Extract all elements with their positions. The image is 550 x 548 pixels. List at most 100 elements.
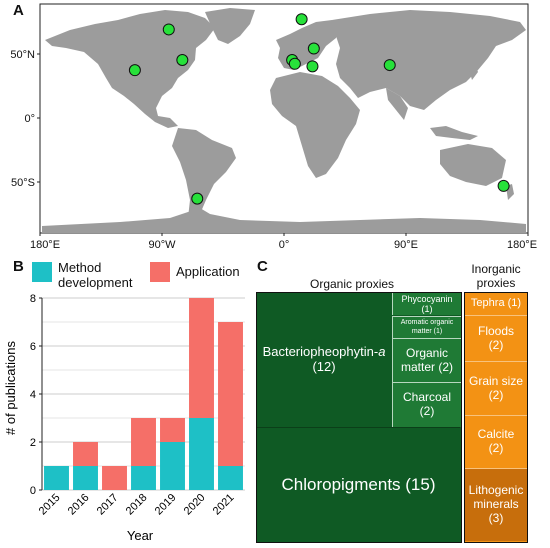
africa xyxy=(270,72,360,178)
lat-tick-1: 0° xyxy=(24,113,35,125)
tile-charcoal: Charcoal (2) xyxy=(392,382,461,427)
panel-label-b: B xyxy=(13,258,24,275)
site-point-0 xyxy=(162,23,175,36)
legend-method-line1: Method xyxy=(58,260,102,275)
aromatic-line1: Aromatic organic xyxy=(400,319,454,327)
om-line1: Organic xyxy=(405,345,449,360)
land-masses xyxy=(42,8,526,233)
aromatic-line2: matter (1) xyxy=(411,327,443,335)
british-isles xyxy=(280,40,290,54)
lon-tick-4: 180°E xyxy=(507,239,537,251)
tile-calcite: Calcite (2) xyxy=(465,415,527,468)
lon-tick-3: 90°E xyxy=(394,239,418,251)
site-point-3 xyxy=(128,64,141,77)
floods-line2: (2) xyxy=(488,337,504,352)
bar-x-tick-2018: 2018 xyxy=(124,492,150,518)
calcite-line1: Calcite xyxy=(477,427,515,442)
greenland xyxy=(205,8,255,44)
antarctica xyxy=(42,208,526,233)
tile-chloropigments: Chloropigments (15) xyxy=(257,427,460,541)
site-point-7 xyxy=(306,60,319,73)
panel-label-c: C xyxy=(257,258,268,275)
map-ticks xyxy=(37,53,529,236)
tile-lithogenic-minerals: Lithogenic minerals (3) xyxy=(465,468,527,541)
bar-x-tick-2016: 2016 xyxy=(66,492,92,518)
map-tick-labels: 50°N 0° 50°S 180°E 90°W 0° 90°E 180°E xyxy=(10,49,537,251)
bar-application-2017 xyxy=(102,466,127,490)
litho-line1: Lithogenic xyxy=(468,483,524,498)
tile-floods: Floods (2) xyxy=(465,315,527,361)
bar-application-2021 xyxy=(218,322,243,466)
south-america xyxy=(172,128,236,222)
inorganic-title-line1: Inorganic xyxy=(471,262,521,276)
bar-y-tick-2: 2 xyxy=(30,437,36,449)
bar-x-tick-2017: 2017 xyxy=(95,492,121,518)
bar-method-2020 xyxy=(189,418,214,490)
lon-tick-0: 180°E xyxy=(30,239,60,251)
site-point-6 xyxy=(288,57,301,70)
bar-method-2018 xyxy=(131,466,156,490)
bar-x-tick-2020: 2020 xyxy=(182,492,208,518)
bar-marks xyxy=(44,298,243,490)
south-asia xyxy=(386,88,408,120)
japan xyxy=(468,62,478,80)
australia xyxy=(440,144,506,186)
phyco-line2: (1) xyxy=(421,304,433,314)
legend-swatch-application xyxy=(150,262,170,282)
lon-tick-1: 90°W xyxy=(148,239,176,251)
legend-label-method: Method development xyxy=(58,260,132,290)
bar-y-tick-4: 4 xyxy=(30,389,36,401)
bar-application-2016 xyxy=(73,442,98,466)
bar-y-axis-title: # of publications xyxy=(3,341,18,435)
indonesia xyxy=(430,126,478,140)
bar-x-tick-2021: 2021 xyxy=(211,492,237,518)
site-point-8 xyxy=(383,59,396,72)
tile-phycocyanin: Phycocyanin (1) xyxy=(392,293,461,315)
tile-bacteriopheophytin: Bacteriopheophytin-a (12) xyxy=(257,293,391,426)
bacterio-count: (12) xyxy=(312,358,336,374)
tile-tephra: Tephra (1) xyxy=(465,293,527,314)
site-point-10 xyxy=(497,179,510,192)
inorganic-title: Inorganic proxies xyxy=(466,262,526,290)
bar-method-2016 xyxy=(73,466,98,490)
lat-tick-2: 50°S xyxy=(11,177,35,189)
bar-method-2019 xyxy=(160,442,185,490)
site-point-9 xyxy=(191,192,204,205)
bacterio-italic: a xyxy=(378,343,386,359)
map-points xyxy=(128,13,510,205)
legend-swatch-method xyxy=(32,262,52,282)
organic-title: Organic proxies xyxy=(310,277,395,291)
grain-line1: Grain size xyxy=(468,373,524,388)
grain-line2: (2) xyxy=(488,387,504,402)
phyco-line1: Phycocyanin xyxy=(401,293,453,304)
tile-aromatic-organic-matter: Aromatic organic matter (1) xyxy=(392,316,461,338)
calcite-line2: (2) xyxy=(488,441,504,455)
lon-tick-2: 0° xyxy=(279,239,290,251)
asia xyxy=(332,10,526,110)
bar-y-tick-0: 0 xyxy=(30,485,36,497)
bar-x-tick-2015: 2015 xyxy=(37,492,63,518)
floods-line1: Floods xyxy=(477,323,515,338)
panel-label-a: A xyxy=(13,2,24,19)
tile-organic-matter: Organic matter (2) xyxy=(392,338,461,382)
site-point-2 xyxy=(307,42,320,55)
site-point-1 xyxy=(295,13,308,26)
world-map: 50°N 0° 50°S 180°E 90°W 0° 90°E 180°E xyxy=(10,3,537,251)
bar-method-2021 xyxy=(218,466,243,490)
litho-line2: minerals xyxy=(473,497,519,512)
bar-application-2019 xyxy=(160,418,185,442)
bacterio-label: Bacteriopheophytin- xyxy=(262,343,379,359)
charcoal-line2: (2) xyxy=(419,404,435,418)
lat-tick-0: 50°N xyxy=(10,49,35,61)
legend-method-line2: development xyxy=(58,275,133,290)
site-point-4 xyxy=(176,53,189,66)
bar-y-tick-8: 8 xyxy=(30,293,36,305)
tile-grain-size: Grain size (2) xyxy=(465,361,527,415)
bar-application-2020 xyxy=(189,298,214,418)
bar-x-axis-title: Year xyxy=(127,528,154,543)
litho-line3: (3) xyxy=(488,510,504,525)
bar-y-tick-6: 6 xyxy=(30,341,36,353)
bar-method-2015 xyxy=(44,466,69,490)
bar-x-tick-2019: 2019 xyxy=(153,492,179,518)
om-line2: matter (2) xyxy=(400,359,453,374)
